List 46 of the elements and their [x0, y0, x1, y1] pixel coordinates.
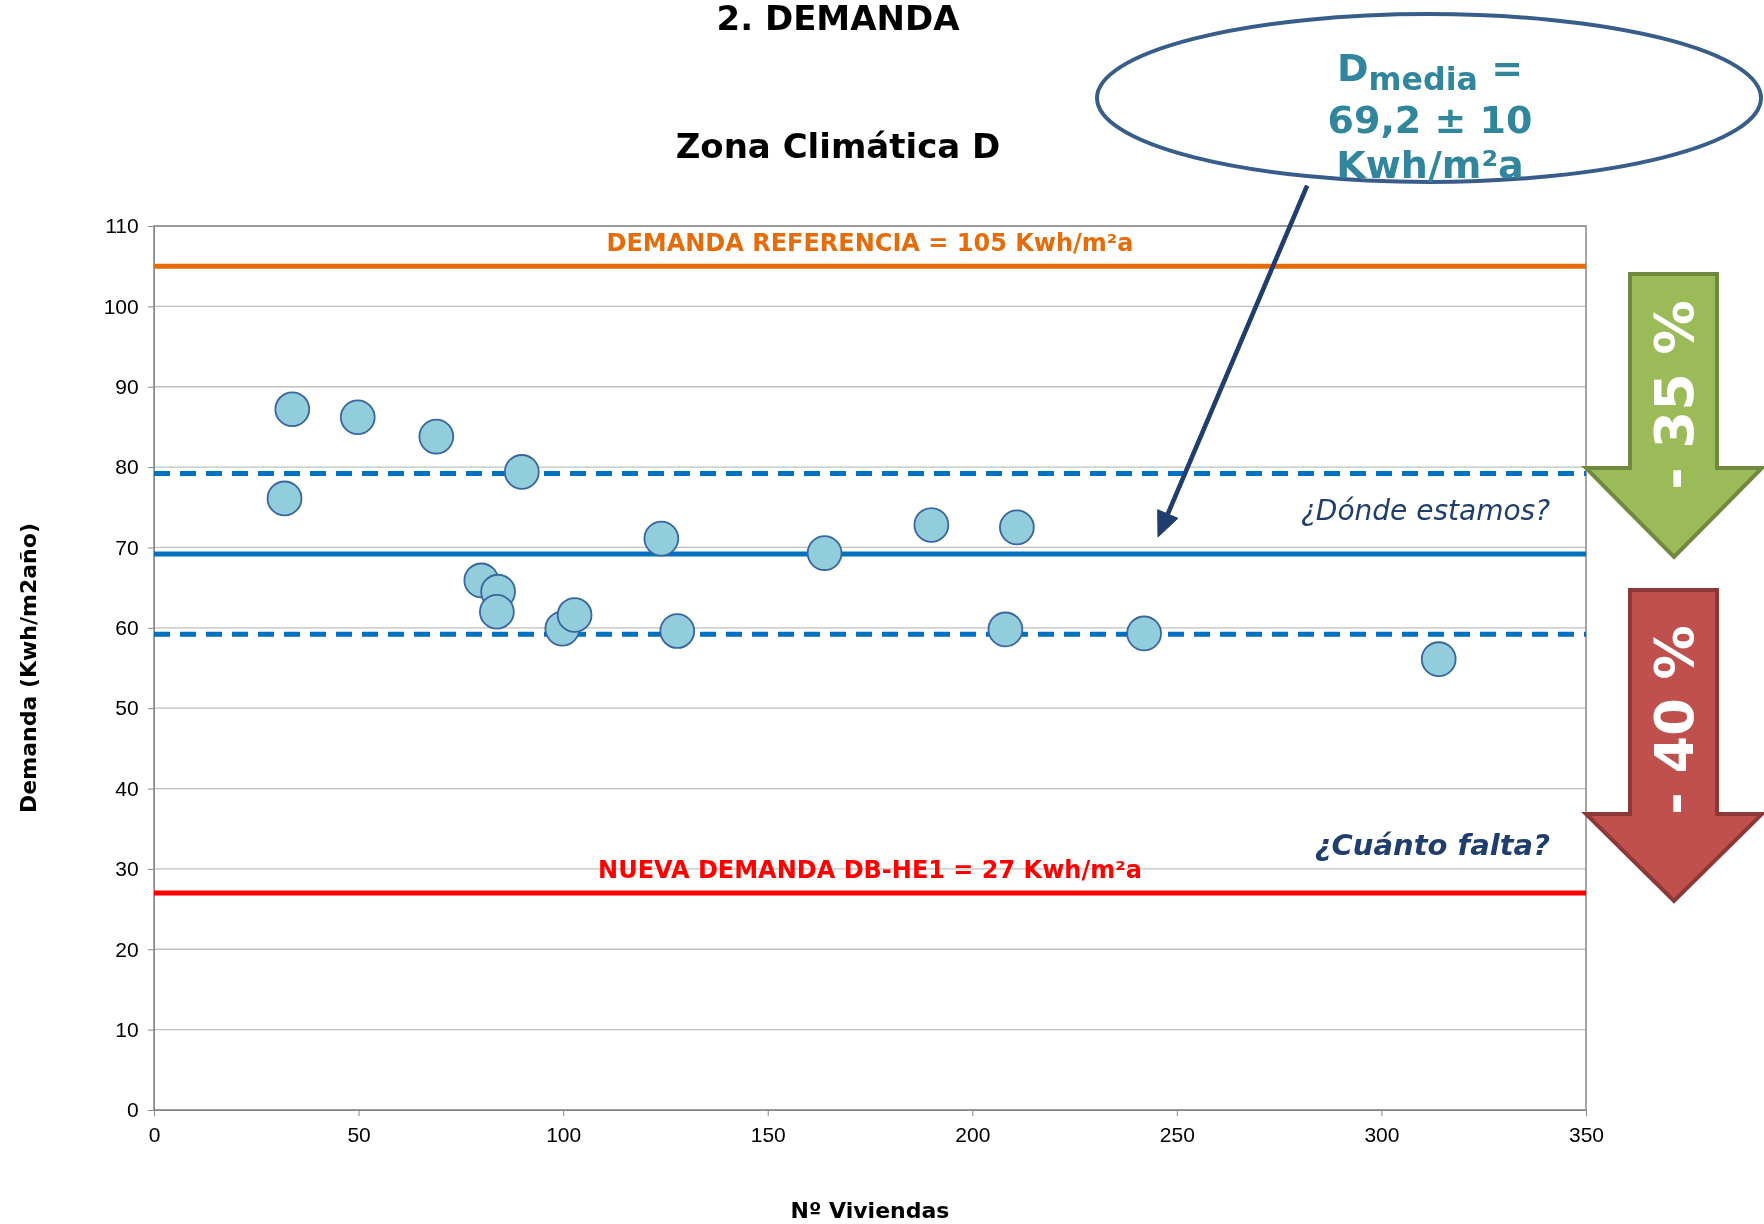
y-axis-title: Demanda (Kwh/m2año) — [16, 523, 41, 813]
point — [556, 597, 593, 633]
y-tick-label: 90 — [115, 374, 139, 398]
x-tick-label: 150 — [750, 1123, 786, 1147]
annotation: ¿Dónde estamos? — [1300, 494, 1550, 527]
text: - 40 % — [1642, 625, 1706, 815]
point — [418, 418, 455, 455]
ref-line-label: NUEVA DEMANDA DB-HE1 = 27 Kwh/m²a — [598, 856, 1142, 885]
chart-title: 2. DEMANDA — [716, 0, 961, 38]
x-tick-label: 50 — [347, 1123, 371, 1147]
point — [479, 593, 515, 630]
y-tick-label: 40 — [115, 776, 139, 800]
point — [339, 399, 376, 436]
y-tick-label: 20 — [115, 937, 139, 961]
x-tick-label: 300 — [1364, 1123, 1400, 1147]
point — [987, 611, 1024, 648]
point — [266, 480, 303, 517]
y-tick-label: 100 — [103, 294, 139, 318]
point — [503, 454, 540, 490]
point — [1420, 641, 1457, 677]
y-tick-label: 10 — [115, 1017, 139, 1041]
y-tick-label: 0 — [127, 1098, 139, 1122]
point — [999, 509, 1035, 546]
chart-subtitle: Zona Climática D — [675, 126, 1001, 166]
point — [806, 535, 843, 571]
point — [643, 520, 680, 557]
y-tick-label: 70 — [115, 535, 139, 559]
y-tick-label: 50 — [115, 696, 139, 720]
point — [913, 507, 950, 543]
x-tick-label: 100 — [546, 1123, 582, 1147]
x-tick-label: 0 — [148, 1123, 161, 1147]
ref-line-label: DEMANDA REFERENCIA = 105 Kwh/m²a — [606, 229, 1134, 258]
x-tick-label: 200 — [955, 1123, 991, 1147]
y-tick-label: 110 — [105, 214, 139, 238]
point — [274, 391, 311, 428]
y-tick-label: 80 — [115, 455, 139, 479]
x-tick-label: 350 — [1568, 1123, 1605, 1147]
annotation: ¿Cuánto falta? — [1313, 828, 1550, 862]
point — [1126, 615, 1162, 652]
y-tick-label: 30 — [115, 857, 139, 881]
x-tick-label: 250 — [1159, 1123, 1195, 1147]
x-axis-title: Nº Viviendas — [790, 1198, 950, 1223]
y-tick-label: 60 — [115, 616, 139, 640]
point — [659, 613, 696, 649]
text: - 35 % — [1642, 300, 1706, 490]
text: D$_{media}$ = 69,2 ± 10 Kwh/m²a — [1326, 46, 1534, 189]
